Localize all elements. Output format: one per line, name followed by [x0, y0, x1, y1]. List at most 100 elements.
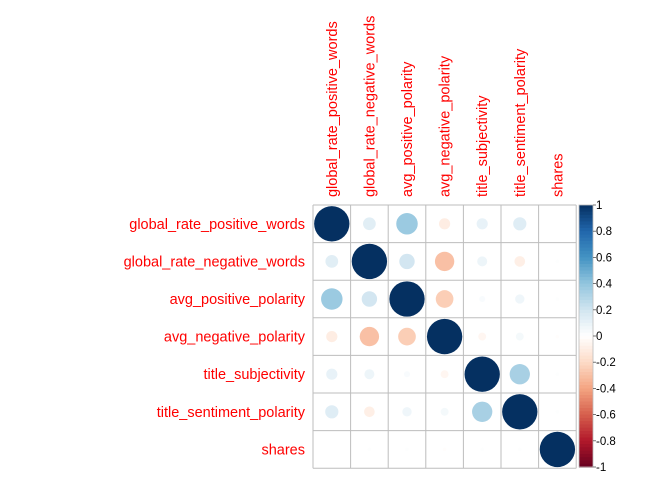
colorbar-segment — [579, 293, 593, 298]
correlation-circle — [555, 334, 560, 339]
colorbar-segment — [579, 453, 593, 458]
colorbar-segment — [579, 332, 593, 337]
correlation-circle — [478, 332, 487, 341]
correlation-circle — [364, 406, 375, 418]
row-label: shares — [261, 442, 305, 458]
colorbar-segment — [579, 250, 593, 255]
correlation-circles — [314, 206, 576, 468]
correlation-circle — [326, 368, 338, 380]
correlation-circle — [364, 369, 375, 380]
correlation-circle — [555, 297, 560, 301]
correlation-circle — [555, 372, 560, 376]
correlation-circle — [476, 218, 488, 230]
colorbar-segment — [579, 244, 593, 249]
correlation-circle — [472, 401, 493, 422]
row-label: global_rate_negative_words — [124, 254, 305, 270]
colorbar-segment — [579, 378, 593, 383]
correlation-circle — [513, 217, 527, 231]
colorbar-segment — [579, 214, 593, 219]
colorbar-segment — [579, 342, 593, 347]
colorbar-segment — [579, 319, 593, 324]
colorbar-segment — [579, 362, 593, 367]
correlation-circle — [398, 327, 416, 346]
correlation-circle — [515, 332, 524, 341]
colorbar-segment — [579, 313, 593, 317]
colorbar-tick-label: 0 — [596, 331, 602, 343]
colorbar-segment — [579, 457, 593, 462]
row-label: avg_negative_polarity — [164, 330, 306, 346]
colorbar-segment — [579, 368, 593, 373]
colorbar-segment — [579, 241, 593, 245]
colorbar-segment — [579, 231, 593, 236]
colorbar-segment — [579, 224, 593, 229]
colorbar-tick-label: 0.6 — [596, 252, 612, 264]
colorbar-tick-label: 0.2 — [596, 305, 612, 317]
correlation-circle — [389, 281, 425, 317]
colorbar-tick-label: -0.2 — [596, 357, 616, 369]
colorbar-segment — [579, 257, 593, 262]
colorbar-segment — [579, 372, 593, 376]
column-labels: global_rate_positive_words global_rate_ne… — [325, 16, 567, 197]
colorbar-segment — [579, 296, 593, 301]
colorbar-segment — [579, 218, 593, 222]
colorbar-tick-label: 1 — [596, 200, 602, 212]
colorbar-segment — [579, 401, 593, 406]
correlation-circle — [314, 206, 350, 242]
colorbar-segment — [579, 273, 593, 278]
colorbar-tick-label: -0.6 — [596, 410, 616, 422]
correlation-circle — [515, 294, 525, 304]
colorbar-segment — [579, 309, 593, 314]
correlation-circle — [403, 371, 411, 378]
colorbar-segment — [579, 345, 593, 350]
colorbar-segment — [579, 391, 593, 396]
row-labels: global_rate_positive_words global_rate_ne… — [124, 217, 306, 459]
colorbar-segment — [579, 254, 593, 259]
colorbar-segment — [579, 237, 593, 242]
colorbar-segment — [579, 450, 593, 455]
correlation-circle — [351, 243, 388, 280]
colorbar-segment — [579, 270, 593, 275]
colorbar-segment — [579, 322, 593, 327]
colorbar-tick-label: -1 — [596, 462, 606, 474]
row-label: global_rate_positive_words — [129, 217, 305, 233]
colorbar-segment — [579, 381, 593, 386]
colorbar-segment — [579, 460, 593, 465]
correlation-circle — [435, 290, 454, 308]
colorbar-segment — [579, 234, 593, 239]
colorbar-segment — [579, 326, 593, 331]
correlation-circle — [402, 407, 412, 417]
colorbar-segment — [579, 424, 593, 429]
correlation-circle — [464, 356, 500, 392]
colorbar-segment — [579, 260, 593, 265]
correlation-circle — [326, 331, 338, 343]
colorbar-segment — [579, 349, 593, 353]
colorbar-segment — [579, 283, 593, 288]
colorbar: 1 0.8 0.6 0.4 0.2 0 -0.2 -0.4 -0.6 -0.8 -1 — [578, 200, 616, 474]
colorbar-tick-label: 0.4 — [596, 279, 613, 291]
colorbar-segment — [579, 316, 593, 321]
row-label: title_subjectivity — [203, 367, 305, 383]
correlation-circle — [434, 251, 455, 272]
colorbar-segment — [579, 208, 593, 213]
colorbar-segment — [579, 227, 593, 232]
colorbar-tick-label: -0.8 — [596, 436, 616, 448]
colorbar-segment — [579, 306, 593, 311]
colorbar-segment — [579, 414, 593, 419]
colorbar-segment — [579, 339, 593, 344]
colorbar-segment — [579, 267, 593, 272]
row-label: title_sentiment_polarity — [157, 405, 306, 421]
row-label: avg_positive_polarity — [170, 292, 306, 308]
correlation-circle — [396, 213, 418, 235]
colorbar-segment — [579, 280, 593, 285]
correlation-circle — [514, 256, 526, 267]
colorbar-segment — [579, 404, 593, 409]
correlation-circle — [367, 447, 372, 452]
colorbar-segment — [579, 385, 593, 390]
correlation-circle — [440, 407, 449, 416]
colorbar-segment — [579, 205, 593, 209]
correlation-circle — [477, 256, 488, 267]
colorbar-segment — [579, 290, 593, 295]
correlation-circle — [363, 217, 376, 231]
colorbar-segment — [579, 388, 593, 393]
